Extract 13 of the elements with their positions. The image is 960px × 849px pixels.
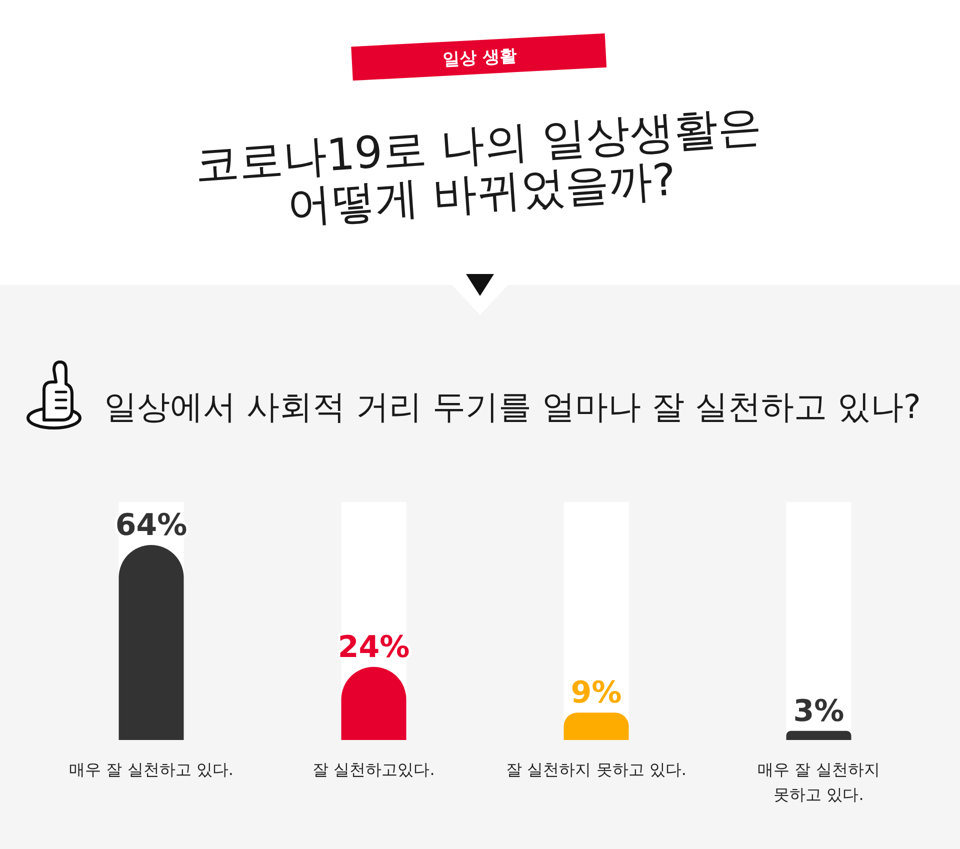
text: 일상 생활: [442, 46, 518, 70]
data-label: 64%: [115, 508, 188, 543]
chart-subtitle: 일상에서 사회적 거리 두기를 얼마나 잘 실천하고 있나?: [104, 387, 921, 426]
data-label: 3%: [793, 694, 844, 729]
chart-title: 코로나19로 나의 일상생활은 어떻게 바뀌었을까?: [193, 100, 764, 232]
bar: [564, 712, 629, 740]
x-tick-label: 잘 실천하지 못하고 있다.: [506, 760, 686, 779]
x-tick-label: 잘 실천하고있다.: [312, 760, 435, 779]
bar: [786, 730, 852, 740]
x-tick-label: 매우 잘 실천하지 못하고 있다.: [758, 760, 880, 804]
x-tick-label: 매우 잘 실천하고 있다.: [69, 760, 234, 779]
data-label: 9%: [570, 676, 622, 711]
data-label: 24%: [338, 630, 410, 665]
